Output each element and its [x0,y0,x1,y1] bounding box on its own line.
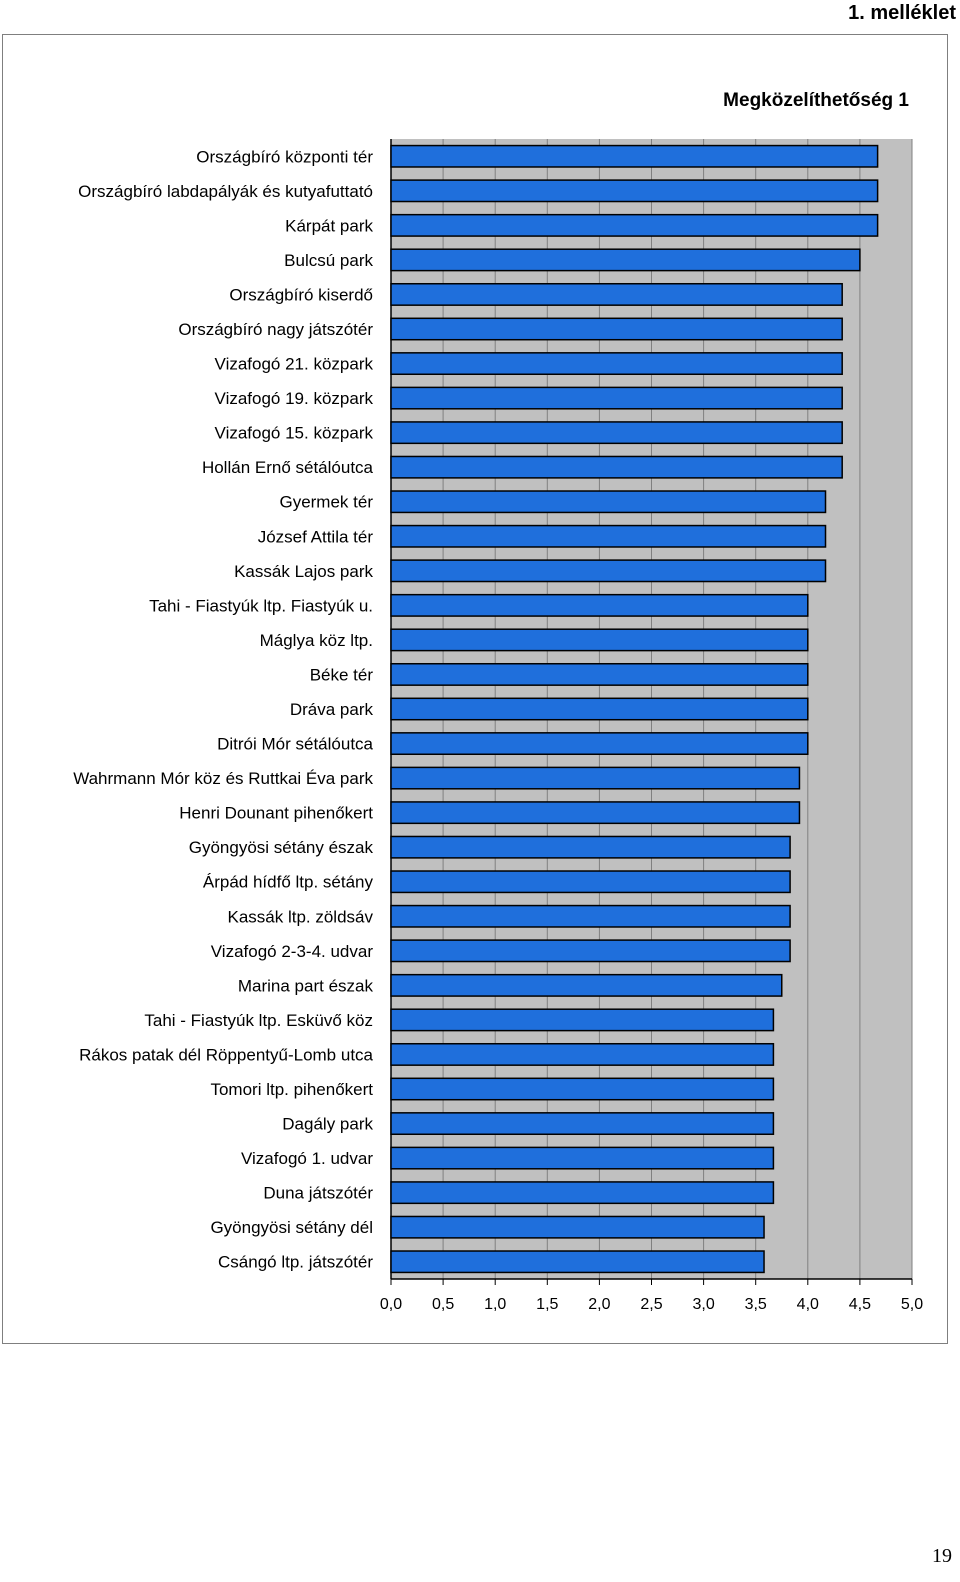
category-label: Gyermek tér [279,493,373,512]
bar [390,524,827,548]
category-label: Tahi - Fiastyúk ltp. Fiastyúk u. [149,596,373,615]
bar [390,1042,775,1066]
category-label: József Attila tér [258,527,374,546]
bar [390,801,801,825]
category-label: Bulcsú park [284,251,373,270]
bar [390,317,843,341]
bar [390,628,809,652]
category-label: Csángó ltp. játszótér [218,1253,373,1272]
category-label: Tahi - Fiastyúk ltp. Esküvő köz [144,1011,373,1030]
x-tick-label: 1,0 [484,1296,506,1313]
category-label: Hollán Ernő sétálóutca [202,458,374,477]
category-label: Dagály park [282,1115,373,1134]
bar [390,1077,775,1101]
bar [390,282,843,306]
bar [390,1008,775,1032]
bar [390,559,827,583]
category-label: Marina part észak [238,976,374,995]
category-label: Vizafogó 19. közpark [215,389,374,408]
x-tick-label: 0,5 [432,1296,454,1313]
bars [390,144,879,1274]
bar [390,455,843,479]
bar [390,386,843,410]
x-tick-label: 4,0 [797,1296,819,1313]
category-label: Gyöngyösi sétány dél [210,1218,373,1237]
category-label: Árpád hídfő ltp. sétány [203,873,374,892]
chart-frame: Megközelíthetőség 1 Országbíró központi … [2,34,948,1344]
bar [390,213,879,237]
bar [390,1146,775,1170]
bar-chart: Megközelíthetőség 1 Országbíró központi … [73,90,923,1313]
x-tick-label: 2,0 [588,1296,610,1313]
x-tick-label: 1,5 [536,1296,558,1313]
bar [390,1250,765,1274]
category-label: Kassák Lajos park [234,562,373,581]
bar [390,939,791,963]
category-label: Országbíró nagy játszótér [178,320,373,339]
category-label: Máglya köz ltp. [260,631,373,650]
category-label: Rákos patak dél Röppentyű-Lomb utca [79,1045,373,1064]
category-label: Gyöngyösi sétány észak [189,838,374,857]
category-label: Duna játszótér [263,1184,373,1203]
bar [390,1181,775,1205]
bar [390,144,879,168]
bar [390,490,827,514]
bar [390,421,843,445]
category-label: Dráva park [290,700,374,719]
bar [390,662,809,686]
category-label: Kassák ltp. zöldsáv [227,907,373,926]
x-axis-ticks: 0,0 0,5 1,0 1,5 2,0 2,5 3,0 3,5 4,0 4,5 5,0 [380,1279,923,1313]
x-tick-label: 5,0 [901,1296,923,1313]
category-label: Wahrmann Mór köz és Ruttkai Éva park [73,769,373,788]
bar [390,732,809,756]
bar [390,697,809,721]
category-label: Országbíró kiserdő [229,285,373,304]
x-tick-label: 3,5 [745,1296,767,1313]
category-labels: Országbíró központi tér Országbíró labdap… [73,147,373,1271]
bar [390,248,861,272]
bar [390,1215,765,1239]
x-tick-label: 4,5 [849,1296,871,1313]
category-label: Béke tér [310,665,374,684]
category-label: Vizafogó 15. közpark [215,424,374,443]
bar [390,904,791,928]
chart-title: Megközelíthetőség 1 [723,90,909,111]
x-tick-label: 2,5 [640,1296,662,1313]
category-label: Országbíró labdapályák és kutyafuttató [78,182,373,201]
bar [390,1112,775,1136]
category-label: Vizafogó 2-3-4. udvar [211,942,374,961]
category-label: Henri Dounant pihenőkert [179,804,373,823]
bar [390,179,879,203]
category-label: Vizafogó 21. közpark [215,355,374,374]
bar [390,870,791,894]
category-label: Tomori ltp. pihenőkert [210,1080,373,1099]
bar [390,352,843,376]
page-header: 1. melléklet [848,2,956,24]
category-label: Kárpát park [285,216,373,235]
bar [390,973,783,997]
category-label: Országbíró központi tér [196,147,373,166]
bar [390,766,801,790]
page-number: 19 [932,1545,952,1567]
bar [390,593,809,617]
bar [390,835,791,859]
x-tick-label: 0,0 [380,1296,402,1313]
category-label: Vizafogó 1. udvar [241,1149,373,1168]
category-label: Ditrói Mór sétálóutca [217,735,373,754]
x-tick-label: 3,0 [692,1296,714,1313]
